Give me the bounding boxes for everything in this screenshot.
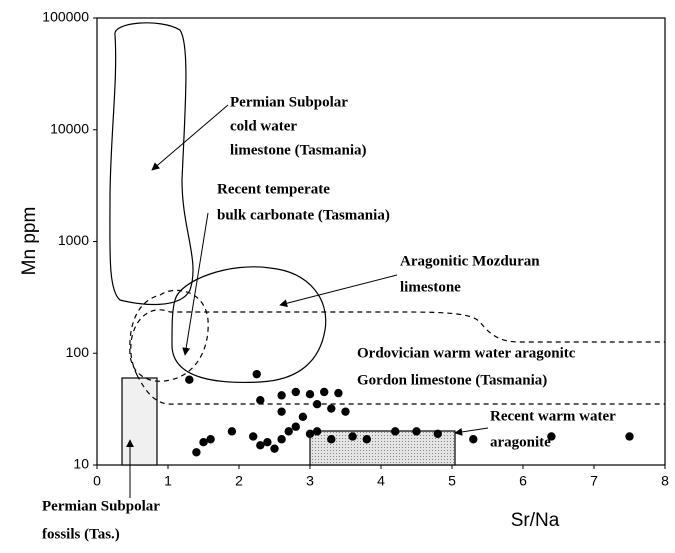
point [312,427,322,436]
point [312,400,322,409]
x-axis-label: Sr/Na [511,510,560,531]
annotation: bulk carbonate (Tasmania) [217,207,390,223]
point [412,427,421,436]
point [252,369,261,379]
point [277,407,286,416]
x-tick-label: 0 [93,473,101,489]
annotation: Permian Subpolar [230,94,348,110]
point [263,437,272,447]
annotation: Recent temperate [217,181,330,197]
annotation: Recent warm water [490,408,616,424]
point [249,432,258,441]
mozduran-region [171,266,327,383]
annotation: cold water [230,118,297,134]
point [270,444,279,453]
point [547,432,556,441]
annotation: limestone [400,279,461,295]
annotation: fossils (Tas.) [42,526,120,542]
x-tick-label: 4 [377,473,385,489]
point [256,396,265,405]
permian-region [109,22,194,305]
point [391,427,400,436]
point [469,435,478,444]
y-tick-label: 10 [73,456,89,472]
point [291,422,300,431]
point [284,427,293,436]
point [256,441,265,450]
arrow [454,427,489,436]
point [277,391,286,400]
point [298,412,308,421]
point [341,407,350,416]
point [305,429,315,439]
annotation: Permian Subpolar [42,498,160,514]
x-tick-label: 1 [164,473,172,489]
point [348,432,357,441]
x-tick-label: 8 [661,473,669,489]
arrow [151,104,229,171]
arrow [279,274,398,308]
annotation: Gordon limestone (Tasmania) [357,372,547,388]
point [291,387,300,397]
point [433,429,442,439]
point [334,388,343,398]
fossil-box [121,377,158,466]
point [327,435,336,444]
y-tick-label: 10000 [50,120,89,136]
annotation: limestone (Tasmania) [230,142,367,158]
point [277,435,286,444]
plot-frame [96,17,666,466]
point [327,404,336,413]
point [625,432,634,441]
point [320,387,329,397]
y-tick-label: 1000 [58,232,89,248]
x-tick-label: 5 [448,473,456,489]
arrow [182,212,209,356]
point [206,435,215,444]
ordovician-upper [130,309,665,376]
point [199,437,208,447]
point [227,427,237,436]
x-tick-label: 7 [590,473,598,489]
point [192,448,201,457]
x-tick-label: 6 [519,473,527,489]
y-tick-label: 100000 [42,9,89,25]
x-tick-label: 3 [306,473,314,489]
point [362,435,371,444]
annotation: Aragonitic Mozduran [400,253,540,269]
annotation: Ordovician warm water aragonitc [357,345,576,361]
point [305,390,315,399]
y-axis-label: Mn ppm [19,207,40,276]
y-tick-label: 100 [66,344,90,360]
x-tick-label: 2 [235,473,243,489]
annotation: aragonite [490,434,551,450]
point [185,375,194,384]
